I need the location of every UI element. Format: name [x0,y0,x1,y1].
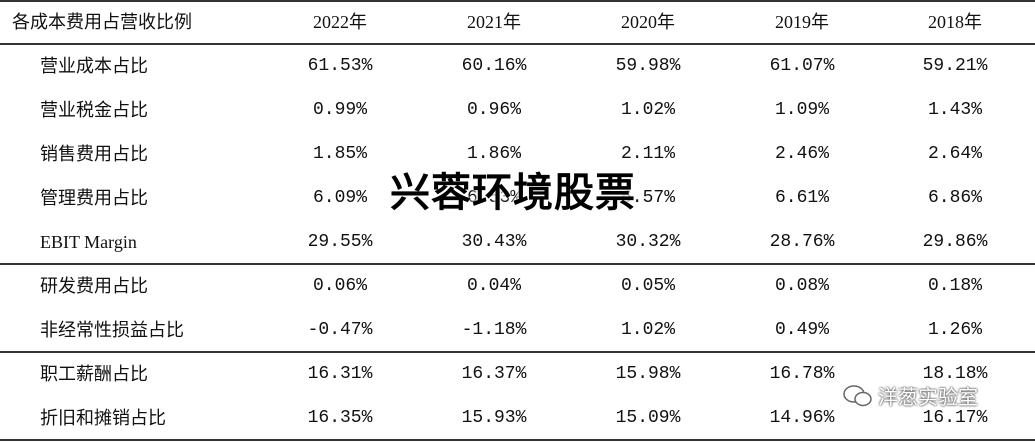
cell-value: 1.02% [620,320,675,340]
cell-value: 15.98% [615,364,681,384]
cell-value: 0.96% [466,100,521,120]
header-year: 2021年 [467,12,521,32]
cell-value: 6.09% [312,188,367,208]
cell-value: 61.53% [307,56,373,76]
cell-value: 28.76% [769,232,835,252]
header-year: 2019年 [775,12,829,32]
row-label: 职工薪酬占比 [40,364,148,384]
header-year: 2018年 [928,12,982,32]
row-label: 营业税金占比 [40,100,148,120]
top-rule [0,0,1035,2]
cell-value: 0.04% [466,276,521,296]
cell-value: 60.16% [461,56,527,76]
row-label: 非经常性损益占比 [40,320,184,340]
bottom-rule [0,439,1035,441]
cell-value: 6.53% [466,188,521,208]
cell-value: 1.26% [927,320,982,340]
row-label: 研发费用占比 [40,276,148,296]
cell-value: 6.57% [620,188,675,208]
cell-value: 14.96% [769,408,835,428]
cell-value: 16.17% [922,408,988,428]
cell-value: 1.43% [927,100,982,120]
row-label: 折旧和摊销占比 [40,408,166,428]
cell-value: 15.93% [461,408,527,428]
cell-value: 0.18% [927,276,982,296]
cell-value: 1.09% [774,100,829,120]
cell-value: -0.47% [307,320,373,340]
cell-value: 0.08% [774,276,829,296]
row-label: 营业成本占比 [40,56,148,76]
cell-value: 1.85% [312,144,367,164]
cell-value: 2.11% [620,144,675,164]
header-label: 各成本费用占营收比例 [12,12,192,32]
group-rule [0,263,1035,265]
cell-value: 6.86% [927,188,982,208]
cell-value: 18.18% [922,364,988,384]
cell-value: 0.49% [774,320,829,340]
cell-value: 16.35% [307,408,373,428]
group-rule [0,43,1035,45]
row-label: EBIT Margin [40,232,137,252]
cell-value: 1.02% [620,100,675,120]
cell-value: 29.86% [922,232,988,252]
cell-value: 16.31% [307,364,373,384]
cell-value: 59.98% [615,56,681,76]
cell-value: 61.07% [769,56,835,76]
cell-value: 59.21% [922,56,988,76]
watermark: 兴蓉环境股票 [390,170,636,216]
cell-value: 0.06% [312,276,367,296]
cell-value: 6.61% [774,188,829,208]
group-rule [0,351,1035,353]
cell-value: 0.05% [620,276,675,296]
cell-value: 30.32% [615,232,681,252]
cell-value: 0.99% [312,100,367,120]
cell-value: 15.09% [615,408,681,428]
cell-value: 16.37% [461,364,527,384]
brand-watermark: 洋葱实验室 [878,385,978,409]
cell-value: 2.46% [774,144,829,164]
row-label: 管理费用占比 [40,188,148,208]
cell-value: 1.86% [466,144,521,164]
brand-icon [843,385,872,407]
cell-value: 2.64% [927,144,982,164]
cell-value: 16.78% [769,364,835,384]
cell-value: 29.55% [307,232,373,252]
cell-value: -1.18% [461,320,527,340]
header-year: 2020年 [621,12,675,32]
row-label: 销售费用占比 [40,144,148,164]
cell-value: 30.43% [461,232,527,252]
header-year: 2022年 [313,12,367,32]
